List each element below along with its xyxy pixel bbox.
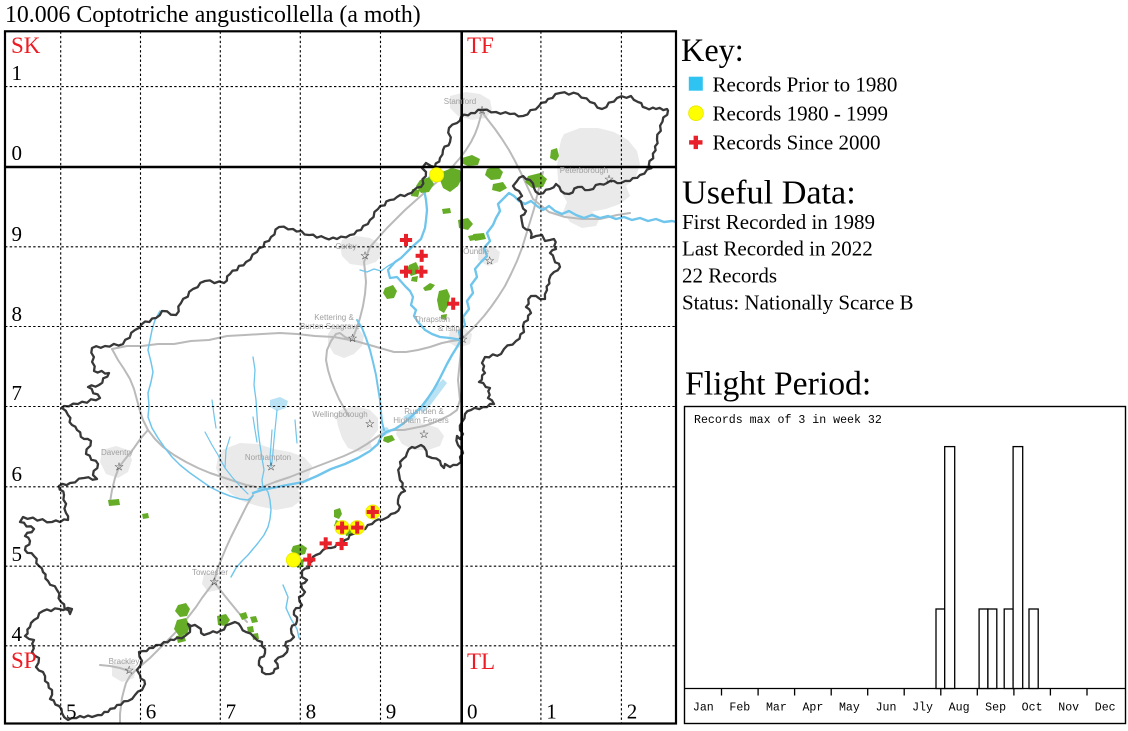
svg-text:5: 5 xyxy=(66,699,77,723)
svg-text:9: 9 xyxy=(386,699,397,723)
svg-text:Key:: Key: xyxy=(681,32,744,68)
svg-text:SP: SP xyxy=(11,648,37,673)
svg-text:8: 8 xyxy=(306,699,317,723)
svg-text:SK: SK xyxy=(11,33,41,58)
svg-text:Daventry: Daventry xyxy=(101,448,133,457)
svg-text:Stamford: Stamford xyxy=(444,97,476,106)
svg-text:Thrapston: Thrapston xyxy=(414,315,450,324)
svg-text:Rushden &: Rushden & xyxy=(404,407,444,416)
svg-text:0: 0 xyxy=(12,141,23,165)
svg-text:TL: TL xyxy=(467,649,495,674)
svg-text:Sep: Sep xyxy=(985,702,1006,715)
svg-text:May: May xyxy=(839,702,860,715)
svg-text:Records max of 3 in week 32: Records max of 3 in week 32 xyxy=(694,414,882,427)
svg-text:☆: ☆ xyxy=(419,429,429,441)
svg-text:Burton Seagrave: Burton Seagrave xyxy=(300,322,361,331)
svg-text:Towcester: Towcester xyxy=(192,568,228,577)
svg-text:1: 1 xyxy=(546,699,557,723)
svg-text:Kettering &: Kettering & xyxy=(314,313,354,322)
svg-text:7: 7 xyxy=(226,699,237,723)
svg-text:& Islip: & Islip xyxy=(438,324,460,333)
svg-text:Records Since 2000: Records Since 2000 xyxy=(713,131,881,155)
svg-text:☆: ☆ xyxy=(365,419,375,431)
svg-text:Flight Period:: Flight Period: xyxy=(685,366,871,403)
svg-text:TF: TF xyxy=(467,33,494,58)
svg-text:7: 7 xyxy=(12,381,23,405)
svg-text:Jan: Jan xyxy=(693,702,714,715)
svg-text:Records 1980 - 1999: Records 1980 - 1999 xyxy=(713,101,889,125)
svg-text:Northampton: Northampton xyxy=(245,453,291,462)
svg-text:2: 2 xyxy=(627,699,638,723)
svg-text:☆: ☆ xyxy=(266,462,276,474)
svg-text:22 Records: 22 Records xyxy=(682,264,777,288)
svg-text:☆: ☆ xyxy=(604,174,614,186)
svg-text:Feb: Feb xyxy=(729,702,750,715)
svg-text:Higham Ferrers: Higham Ferrers xyxy=(393,416,449,425)
svg-text:5: 5 xyxy=(12,542,23,566)
svg-text:Wellingborough: Wellingborough xyxy=(312,410,367,419)
svg-text:☆: ☆ xyxy=(477,105,487,117)
svg-text:4: 4 xyxy=(12,622,23,646)
svg-text:Peterborough: Peterborough xyxy=(560,166,608,175)
svg-text:6: 6 xyxy=(12,462,23,486)
svg-text:☆: ☆ xyxy=(485,256,495,268)
svg-text:Jun: Jun xyxy=(876,702,897,715)
svg-text:Jly: Jly xyxy=(912,702,933,715)
svg-text:First Recorded in 1989: First Recorded in 1989 xyxy=(682,210,875,234)
svg-text:☆: ☆ xyxy=(360,251,370,263)
svg-text:10.006 Coptotriche angusticoll: 10.006 Coptotriche angusticollella (a mo… xyxy=(5,2,421,28)
svg-text:1: 1 xyxy=(12,61,23,85)
svg-text:Mar: Mar xyxy=(766,702,787,715)
svg-text:Oct: Oct xyxy=(1022,702,1043,715)
svg-text:0: 0 xyxy=(467,699,478,723)
svg-text:Brackley: Brackley xyxy=(109,657,140,666)
svg-text:Records Prior to 1980: Records Prior to 1980 xyxy=(713,72,898,96)
svg-text:9: 9 xyxy=(12,222,23,246)
svg-text:☆: ☆ xyxy=(458,334,468,346)
svg-text:Apr: Apr xyxy=(802,702,823,715)
svg-text:Status: Nationally Scarce B: Status: Nationally Scarce B xyxy=(682,291,914,315)
svg-text:8: 8 xyxy=(12,302,23,326)
svg-text:Dec: Dec xyxy=(1095,702,1116,715)
svg-text:Aug: Aug xyxy=(949,702,970,715)
svg-text:Useful Data:: Useful Data: xyxy=(682,174,856,211)
svg-text:☆: ☆ xyxy=(124,665,134,677)
svg-text:Nov: Nov xyxy=(1058,702,1079,715)
svg-text:Last Recorded in 2022: Last Recorded in 2022 xyxy=(682,237,873,261)
svg-text:☆: ☆ xyxy=(209,576,219,588)
svg-text:Corby: Corby xyxy=(335,242,356,251)
svg-text:Oundle: Oundle xyxy=(463,247,489,256)
svg-text:☆: ☆ xyxy=(114,462,124,474)
svg-text:☆: ☆ xyxy=(347,333,357,345)
svg-text:6: 6 xyxy=(146,699,157,723)
